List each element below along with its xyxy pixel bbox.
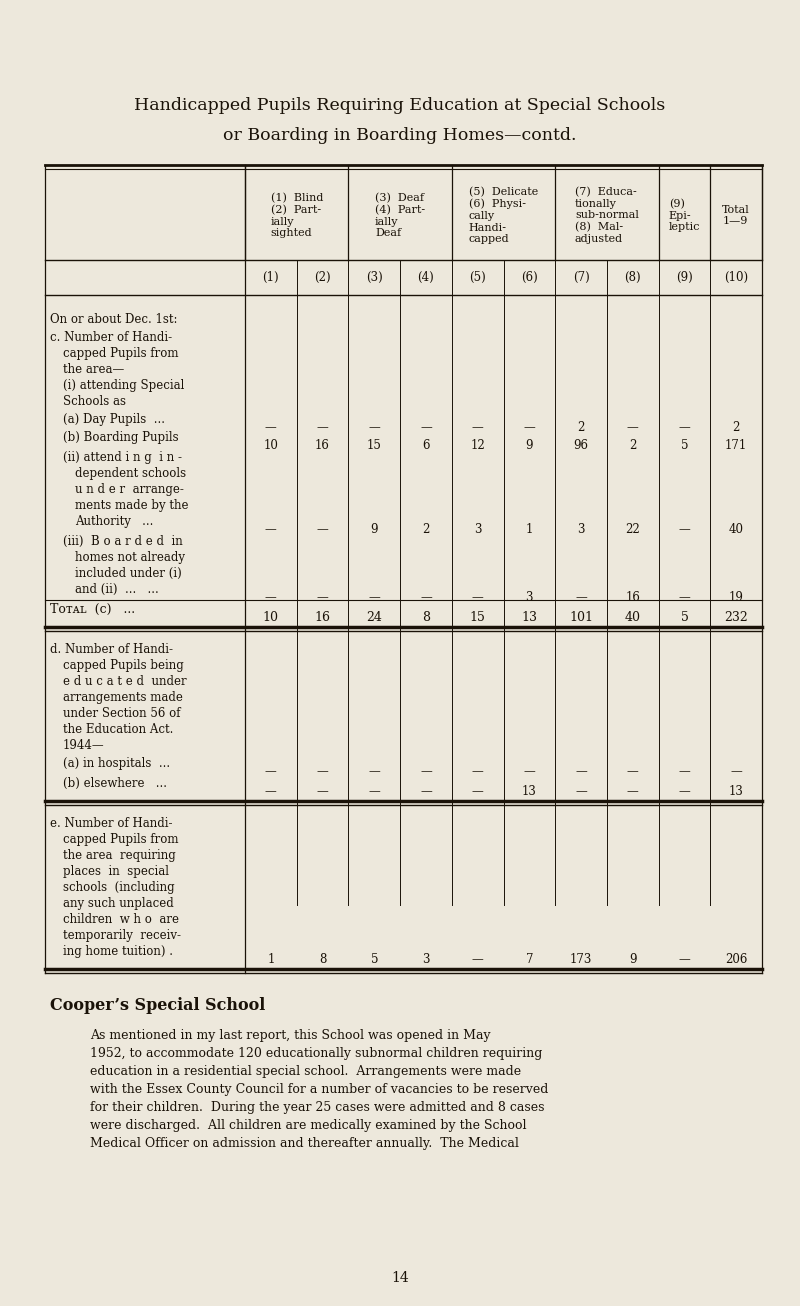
Text: —: — [265,421,277,434]
Text: —: — [678,421,690,434]
Text: (5)  Delicate
(6)  Physi-
cally
Handi-
capped: (5) Delicate (6) Physi- cally Handi- cap… [469,187,538,244]
Text: 16: 16 [314,611,330,624]
Text: (7)  Educa-
tionally
sub-normal
(8)  Mal-
adjusted: (7) Educa- tionally sub-normal (8) Mal- … [575,187,639,244]
Text: 14: 14 [391,1271,409,1285]
Text: —: — [317,421,329,434]
Text: d. Number of Handi-: d. Number of Handi- [50,643,173,656]
Text: (8): (8) [625,272,641,283]
Text: —: — [368,421,380,434]
Text: homes not already: homes not already [75,551,185,564]
Text: ing home tuition) .: ing home tuition) . [63,946,173,959]
Text: —: — [730,765,742,778]
Text: —: — [627,421,638,434]
Text: 1944—: 1944— [63,739,105,752]
Text: 5: 5 [681,611,688,624]
Text: (b) Boarding Pupils: (b) Boarding Pupils [63,431,178,444]
Text: 13: 13 [522,611,538,624]
Text: (1)  Blind
(2)  Part-
ially
sighted: (1) Blind (2) Part- ially sighted [270,193,323,238]
Text: 24: 24 [366,611,382,624]
Text: with the Essex County Council for a number of vacancies to be reserved: with the Essex County Council for a numb… [90,1083,548,1096]
Text: the area  requiring: the area requiring [63,849,176,862]
Text: —: — [472,592,483,603]
Text: 96: 96 [574,439,589,452]
Text: (i) attending Special: (i) attending Special [63,379,184,392]
Text: —: — [368,785,380,798]
Text: 232: 232 [724,611,748,624]
Text: c. Number of Handi-: c. Number of Handi- [50,330,172,343]
Text: arrangements made: arrangements made [63,691,183,704]
Text: schools  (including: schools (including [63,882,174,895]
Text: capped Pupils from: capped Pupils from [63,347,178,360]
Text: Total
1—9: Total 1—9 [722,205,750,226]
Text: —: — [265,765,277,778]
Text: for their children.  During the year 25 cases were admitted and 8 cases: for their children. During the year 25 c… [90,1101,545,1114]
Text: 9: 9 [526,439,533,452]
Text: —: — [317,592,329,603]
Text: —: — [523,765,535,778]
Text: —: — [265,522,277,535]
Text: (5): (5) [470,272,486,283]
Text: —: — [420,785,432,798]
Text: (7): (7) [573,272,590,283]
Text: 2: 2 [733,421,740,434]
Text: (3)  Deaf
(4)  Part-
ially
Deaf: (3) Deaf (4) Part- ially Deaf [375,193,425,238]
Text: —: — [678,522,690,535]
Text: were discharged.  All children are medically examined by the School: were discharged. All children are medica… [90,1119,526,1132]
Text: Schools as: Schools as [63,394,126,407]
Text: —: — [317,522,329,535]
Text: —: — [627,765,638,778]
Text: (2): (2) [314,272,331,283]
Text: (b) elsewhere   ...: (b) elsewhere ... [63,777,167,790]
Text: 19: 19 [729,592,743,603]
Text: —: — [575,765,587,778]
Text: 13: 13 [522,785,537,798]
Text: —: — [420,421,432,434]
Text: 9: 9 [370,522,378,535]
Text: places  in  special: places in special [63,865,169,878]
Text: (9)
Epi-
leptic: (9) Epi- leptic [669,199,700,232]
Text: 3: 3 [578,522,585,535]
Text: the area—: the area— [63,363,124,376]
Text: children  w h o  are: children w h o are [63,913,179,926]
Text: capped Pupils from: capped Pupils from [63,833,178,846]
Text: 13: 13 [729,785,743,798]
Text: —: — [627,785,638,798]
Text: e. Number of Handi-: e. Number of Handi- [50,818,173,831]
Text: 171: 171 [725,439,747,452]
Text: capped Pupils being: capped Pupils being [63,660,184,673]
Text: (a) in hospitals  ...: (a) in hospitals ... [63,757,170,771]
Text: 2: 2 [629,439,637,452]
Text: under Section 56 of: under Section 56 of [63,707,181,720]
Text: (ii) attend i n g  i n -: (ii) attend i n g i n - [63,451,182,464]
Text: —: — [265,785,277,798]
Text: —: — [420,592,432,603]
Text: 40: 40 [729,522,744,535]
Text: 10: 10 [263,611,279,624]
Text: —: — [678,592,690,603]
Text: 3: 3 [474,522,482,535]
Text: 12: 12 [470,439,485,452]
Text: 5: 5 [681,439,688,452]
Text: 7: 7 [526,953,533,966]
Text: (6): (6) [521,272,538,283]
Text: any such unplaced: any such unplaced [63,897,174,910]
Text: and (ii)  ...   ...: and (ii) ... ... [75,582,158,596]
Text: —: — [523,421,535,434]
Text: 10: 10 [263,439,278,452]
Text: 15: 15 [367,439,382,452]
Text: Cooper’s Special School: Cooper’s Special School [50,996,266,1013]
Text: 15: 15 [470,611,486,624]
Text: —: — [472,785,483,798]
Text: —: — [368,592,380,603]
Text: 173: 173 [570,953,592,966]
Text: (4): (4) [418,272,434,283]
Text: —: — [317,785,329,798]
Text: 8: 8 [319,953,326,966]
Text: —: — [575,785,587,798]
Text: u n d e r  arrange-: u n d e r arrange- [75,483,184,496]
Text: 5: 5 [370,953,378,966]
Text: 1: 1 [267,953,274,966]
Text: 1952, to accommodate 120 educationally subnormal children requiring: 1952, to accommodate 120 educationally s… [90,1047,542,1060]
Text: 6: 6 [422,439,430,452]
Text: 8: 8 [422,611,430,624]
